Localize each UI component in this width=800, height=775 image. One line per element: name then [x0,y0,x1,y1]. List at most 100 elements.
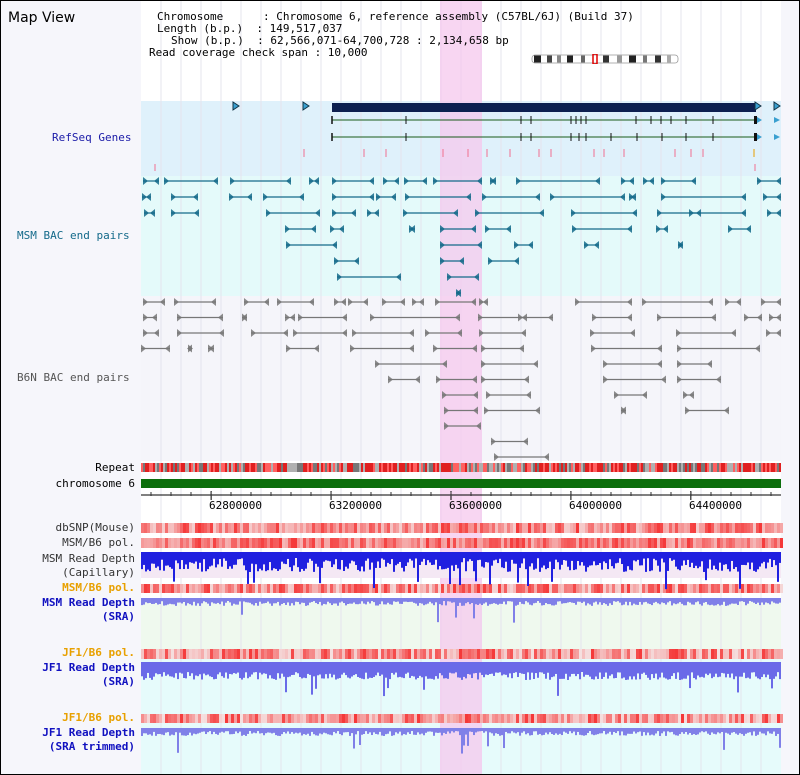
msm-capillary-depth-bar [577,552,579,562]
chromosome-ideogram[interactable] [531,54,679,64]
jf1-b6-pol-cell [519,714,522,723]
track-label-b6n-bac[interactable]: B6N BAC end pairs [17,371,130,384]
dbsnp-cell [141,523,144,533]
track-label-jf1-b6-pol-2[interactable]: JF1/B6 pol. [62,711,135,724]
msm-capillary-depth-bar [535,552,537,569]
jf1-trim-depth-bar [369,728,371,733]
msm-b6-pol-cell [777,584,780,593]
msm-sra-depth-bar [459,598,461,603]
msm-sra-depth-bar [557,598,559,602]
jf1-sra-depth-bar [333,662,335,675]
jf1-sra-depth-bar [617,662,619,673]
msm-sra-depth-bar [345,598,347,606]
jf1-b6-pol-cell [294,649,297,659]
msm-b6-pol-cell [681,584,684,593]
msm-bac-pair-end [767,209,772,217]
jf1-b6-pol-cell [276,714,279,723]
msm-capillary-depth-bar [503,552,505,569]
jf1-trim-depth-bar [587,728,589,733]
dbsnp-cell [633,523,636,533]
axis-tick-label: 64400000 [689,499,742,512]
jf1-b6-pol-cell [270,714,273,723]
repeat-segment [511,463,513,472]
jf1-b6-pol-cell [483,649,486,659]
msm-capillary-depth-bar [553,552,555,570]
msm-capillary-depth-bar [625,552,627,572]
highlight-band[interactable] [440,1,482,774]
jf1-sra-depth-bar [229,662,231,674]
msm-sra-depth-bar [737,598,739,605]
track-label-jf1-read-depth-trim[interactable]: JF1 Read Depth (SRA trimmed) [1,726,135,754]
dbsnp-cell [258,523,261,533]
track-label-msm-read-depth-sra[interactable]: MSM Read Depth (SRA) [1,596,135,624]
chromosome-bar[interactable] [141,479,781,488]
jf1-trim-depth-bar [647,728,649,733]
jf1-sra-depth-bar [185,662,187,679]
jf1-trim-depth-bar [725,728,727,733]
highlight-region[interactable] [440,1,482,774]
msm-sra-depth-bar [769,598,771,605]
msm-capillary-depth-bar [465,552,467,572]
b6n-bac-pair-end [725,298,730,306]
track-label-msm-bac[interactable]: MSM BAC end pairs [17,229,130,242]
track-label-chromosome[interactable]: chromosome 6 [55,477,135,490]
track-label-msm-read-depth-cap[interactable]: MSM Read Depth (Capillary) [1,552,135,580]
repeat-segment [693,463,695,472]
msm-b6-pol-cell [648,538,651,548]
track-label-refseq[interactable]: RefSeq Genes [52,131,132,144]
dbsnp-cell [273,523,276,533]
jf1-sra-depth-bar [515,662,517,673]
repeat-segment [681,463,683,472]
msm-capillary-depth-bar [679,552,681,571]
msm-capillary-depth-bar [559,552,561,570]
track-label-msm-b6-pol-1[interactable]: MSM/B6 pol. [62,536,135,549]
msm-sra-depth-bar [487,598,489,606]
dbsnp-cell [654,523,657,533]
msm-b6-pol-cell [210,584,213,593]
repeat-segment [453,463,455,472]
msm-capillary-depth-bar [183,552,185,570]
track-label-jf1-read-depth-sra[interactable]: JF1 Read Depth (SRA) [1,661,135,689]
msm-sra-depth-bar [153,598,155,604]
dbsnp-cell [744,523,747,533]
msm-b6-pol-cell [645,584,648,593]
jf1-sra-depth-bar [169,662,171,677]
msm-capillary-depth-bar [647,552,649,559]
jf1-trim-depth-bar [491,728,493,734]
jf1-sra-depth-bar [369,662,371,678]
jf1-trim-depth-bar [533,728,535,732]
b6n-bac-pair-end [575,298,580,306]
jf1-b6-pol-cell [567,649,570,659]
msm-sra-depth-bar [255,598,257,604]
msm-sra-depth-bar [515,598,517,606]
dbsnp-cell [705,523,708,533]
msm-b6-pol-cell [240,538,243,548]
repeat-segment [629,463,631,472]
jf1-b6-pol-cell [468,649,471,659]
jf1-b6-pol-cell [369,714,372,723]
msm-sra-depth-bar [665,598,667,605]
jf1-trim-depth-bar [721,728,723,732]
jf1-sra-depth-bar [675,662,677,679]
track-label-dbsnp[interactable]: dbSNP(Mouse) [55,521,135,534]
jf1-trim-depth-bar [615,728,617,734]
track-label-jf1-b6-pol-1[interactable]: JF1/B6 pol. [62,646,135,659]
refseq-gene-block[interactable] [332,103,756,112]
repeat-segment [667,463,669,472]
msm-b6-pol-cell [165,538,168,548]
msm-b6-pol-cell [507,538,510,548]
msm-b6-pol-cell [537,538,540,548]
msm-capillary-depth-bar [633,552,635,561]
jf1-b6-pol-cell [465,714,468,723]
b6n-bac-pair-end [533,360,538,368]
msm-b6-pol-cell [552,584,555,593]
jf1-trim-depth-bar [511,728,513,732]
dbsnp-cell [279,523,282,533]
repeat-segment [163,463,165,472]
msm-capillary-depth-bar [215,552,217,568]
msm-bac-pair-end [516,177,521,185]
jf1-trim-depth-bar [163,728,165,736]
track-label-msm-b6-pol-2[interactable]: MSM/B6 pol. [62,581,135,594]
track-label-repeat[interactable]: Repeat [95,461,135,474]
